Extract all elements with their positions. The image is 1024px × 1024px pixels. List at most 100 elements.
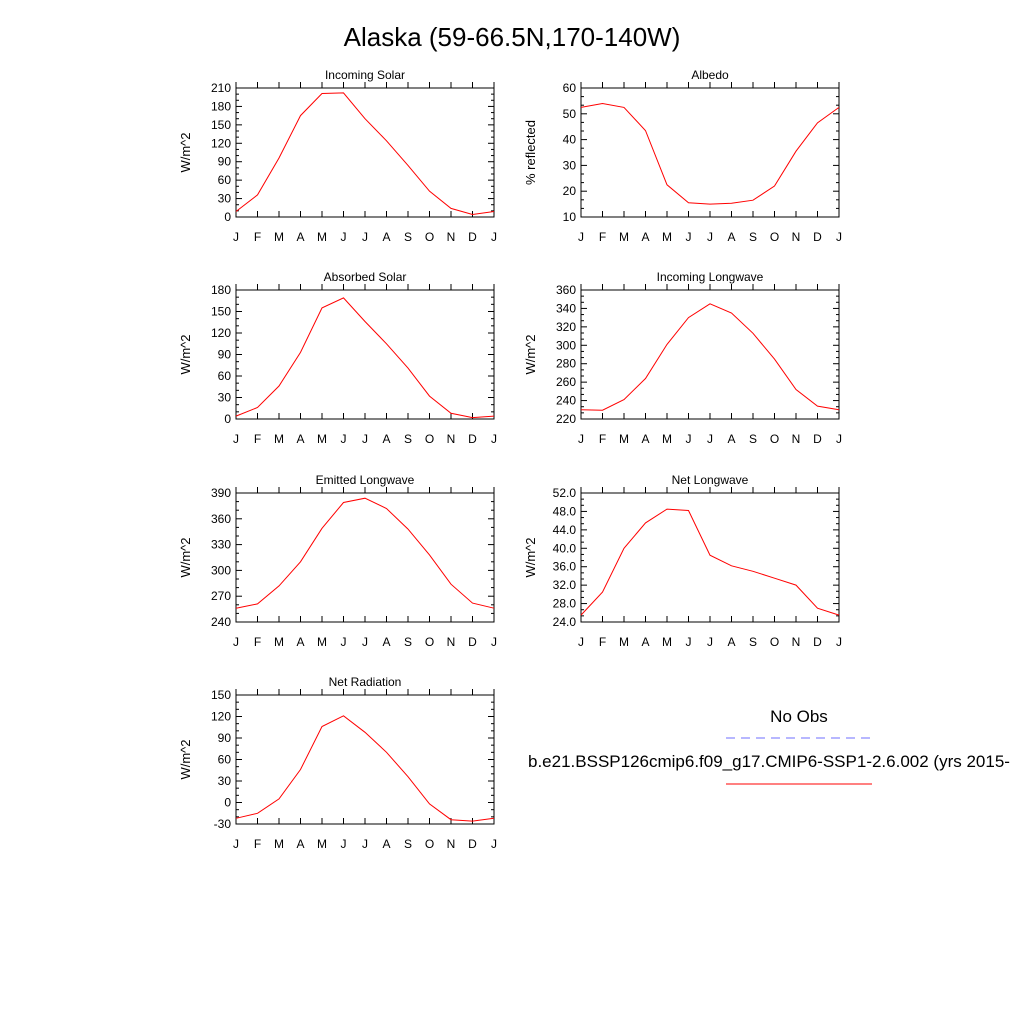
series-line [235, 715, 495, 822]
y-tick-label: 10 [563, 210, 577, 224]
x-tick-label: A [296, 635, 304, 649]
plot-frame [580, 87, 840, 218]
legend-obs-label: No Obs [770, 707, 828, 726]
panel-title: Net Radiation [329, 675, 402, 689]
panel-title: Albedo [691, 68, 729, 82]
x-tick-label: J [233, 837, 239, 851]
x-tick-label: N [447, 837, 456, 851]
x-tick-label: M [662, 635, 672, 649]
plot-frame [235, 87, 495, 218]
x-tick-label: J [341, 635, 347, 649]
y-tick-label: 220 [556, 412, 576, 426]
y-tick-label: 20 [563, 184, 577, 198]
y-tick-label: 360 [211, 512, 231, 526]
x-tick-label: M [619, 432, 629, 446]
x-tick-label: A [727, 230, 735, 244]
x-tick-label: D [468, 635, 477, 649]
x-tick-label: J [578, 432, 584, 446]
y-axis-label: W/m^2 [523, 537, 538, 577]
panel-net-longwave: Net Longwave 24.0 28.0 32.0 36.0 40.0 44.0 48.0… [523, 473, 842, 649]
series-line [580, 508, 840, 616]
x-tick-label: M [619, 635, 629, 649]
x-tick-label: F [599, 635, 606, 649]
x-tick-label: M [274, 230, 284, 244]
series-line [580, 102, 840, 205]
x-tick-label: J [233, 432, 239, 446]
y-tick-label: 60 [218, 369, 232, 383]
x-tick-label: J [341, 230, 347, 244]
x-tick-label: F [599, 230, 606, 244]
y-tick-label: 30 [218, 774, 232, 788]
y-axis-label: W/m^2 [178, 739, 193, 779]
y-tick-label: 120 [211, 710, 231, 724]
plot-frame [580, 289, 840, 420]
x-tick-label: J [707, 230, 713, 244]
x-tick-label: A [382, 230, 390, 244]
panel-title: Emitted Longwave [316, 473, 415, 487]
y-tick-label: 60 [563, 81, 577, 95]
y-tick-label: 240 [211, 615, 231, 629]
x-tick-label: N [447, 230, 456, 244]
x-tick-label: A [641, 230, 649, 244]
x-tick-label: M [274, 432, 284, 446]
x-tick-label: N [792, 230, 801, 244]
y-tick-label: 60 [218, 753, 232, 767]
series-line [235, 92, 495, 216]
y-tick-label: 340 [556, 301, 576, 315]
y-tick-label: 180 [211, 283, 231, 297]
x-tick-label: N [447, 635, 456, 649]
y-tick-label: 300 [211, 563, 231, 577]
x-tick-label: J [233, 230, 239, 244]
y-tick-label: 30 [218, 391, 232, 405]
x-tick-label: O [770, 230, 779, 244]
y-tick-label: 50 [563, 107, 577, 121]
panel-title: Absorbed Solar [324, 270, 407, 284]
y-tick-label: 270 [211, 589, 231, 603]
y-axis-label: W/m^2 [523, 334, 538, 374]
y-axis-label: W/m^2 [178, 334, 193, 374]
y-tick-label: 0 [224, 412, 231, 426]
panel-title: Net Longwave [672, 473, 749, 487]
x-tick-label: F [254, 837, 261, 851]
y-tick-label: 320 [556, 320, 576, 334]
x-tick-label: J [341, 432, 347, 446]
x-tick-label: J [836, 432, 842, 446]
x-tick-label: S [404, 432, 412, 446]
plot-frame [235, 289, 495, 420]
x-tick-label: J [686, 230, 692, 244]
x-tick-label: J [362, 230, 368, 244]
x-tick-label: A [382, 635, 390, 649]
legend: No Obs b.e21.BSSP126cmip6.f09_g17.CMIP6-… [528, 707, 1010, 785]
x-tick-label: O [425, 432, 434, 446]
y-tick-label: 40 [563, 133, 577, 147]
y-tick-label: 150 [211, 118, 231, 132]
x-tick-label: J [836, 635, 842, 649]
series-line [235, 497, 495, 609]
x-tick-label: J [362, 635, 368, 649]
y-tick-label: 52.0 [553, 486, 577, 500]
x-tick-label: S [749, 432, 757, 446]
x-tick-label: J [578, 230, 584, 244]
y-tick-label: 300 [556, 338, 576, 352]
plot-frame [235, 694, 495, 825]
x-tick-label: M [662, 432, 672, 446]
y-tick-label: 240 [556, 394, 576, 408]
y-tick-label: 40.0 [553, 541, 577, 555]
x-tick-label: M [317, 230, 327, 244]
x-tick-label: F [254, 432, 261, 446]
x-tick-label: F [254, 230, 261, 244]
x-tick-label: S [404, 230, 412, 244]
x-tick-label: A [296, 432, 304, 446]
x-tick-label: D [468, 837, 477, 851]
x-tick-label: J [836, 230, 842, 244]
x-tick-label: D [813, 635, 822, 649]
x-tick-label: A [296, 837, 304, 851]
y-tick-label: 180 [211, 99, 231, 113]
x-tick-label: S [749, 230, 757, 244]
x-tick-label: J [491, 837, 497, 851]
x-tick-label: F [254, 635, 261, 649]
